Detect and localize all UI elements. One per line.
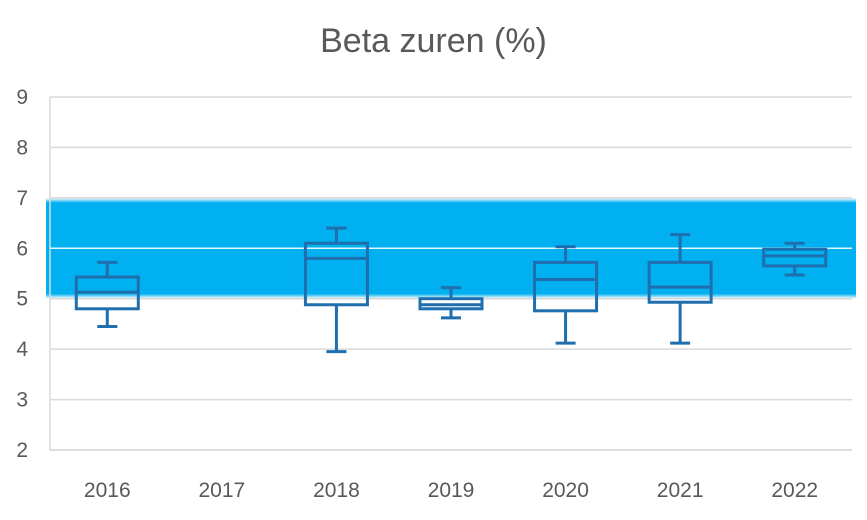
x-tick-label: 2016 [84,479,131,502]
y-tick-label: 3 [16,389,28,412]
box-2016 [74,260,140,328]
y-tick-label: 2 [16,439,28,462]
y-tick-label: 9 [16,86,28,109]
y-tick-label: 5 [16,288,28,311]
y-tick-label: 6 [16,237,28,260]
box-2022 [762,241,828,277]
x-tick-label: 2017 [198,479,245,502]
box-iqr [762,247,828,268]
x-tick-label: 2020 [542,479,589,502]
chart-title: Beta zuren (%) [320,22,547,60]
x-tick-label: 2022 [771,479,818,502]
box-iqr [533,260,599,313]
box-2020 [533,245,599,345]
box-iqr [303,241,369,307]
y-tick-label: 4 [16,338,28,361]
box-iqr [647,260,713,304]
box-2018 [303,226,369,354]
y-tick-label: 8 [16,136,28,159]
x-tick-label: 2018 [313,479,360,502]
x-tick-label: 2021 [657,479,704,502]
y-tick-label: 7 [16,187,28,210]
box-2021 [647,233,713,345]
x-tick-label: 2019 [428,479,475,502]
box-2019 [418,286,484,320]
